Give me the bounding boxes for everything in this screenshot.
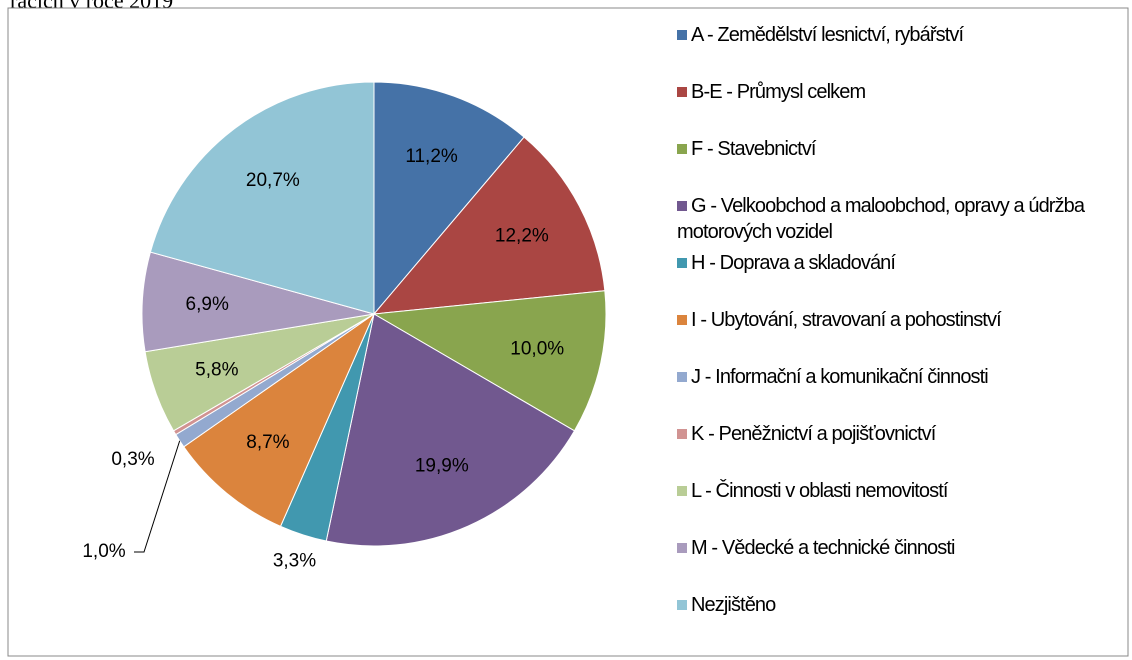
pie-slice (372, 136, 606, 315)
legend-label: M - Vědecké a technické činnosti (691, 537, 955, 559)
legend-swatch (677, 315, 687, 325)
legend-label: I - Ubytování, stravovaní a pohostinství (691, 309, 1002, 331)
pie-slice (183, 312, 376, 527)
data-label: 1,0% (82, 541, 125, 562)
legend-label: F - Stavebnictví (691, 138, 816, 160)
legend-label: J - Informační a komunikační činnosti (691, 366, 989, 388)
legend-item: F - Stavebnictví (677, 136, 1117, 162)
legend-item: J - Informační a komunikační činnosti (677, 364, 1117, 390)
leader-line (134, 440, 181, 553)
legend-swatch (677, 258, 687, 268)
pie-slice (373, 81, 525, 316)
data-label: 8,7% (246, 432, 289, 453)
data-label: 11,2% (405, 146, 458, 167)
legend-label: K - Peněžnictví a pojišťovnictví (691, 423, 936, 445)
legend-item: M - Vědecké a technické činnosti (677, 535, 1117, 561)
chart-title: racích v roce 2019 (10, 0, 174, 13)
data-label: 0,3% (111, 449, 154, 470)
legend-label: G - Velkoobchod a maloobchod, opravy a ú… (677, 195, 1085, 243)
pie-slice (372, 290, 607, 432)
legend-label: B-E - Průmysl celkem (691, 81, 866, 103)
legend-swatch (677, 486, 687, 496)
legend-item: B-E - Průmysl celkem (677, 79, 1117, 105)
legend-swatch (677, 429, 687, 439)
legend-item: G - Velkoobchod a maloobchod, opravy a ú… (677, 193, 1117, 245)
legend-swatch (677, 372, 687, 382)
pie-slice (325, 313, 576, 547)
legend-item: L - Činnosti v oblasti nemovitostí (677, 478, 1117, 504)
data-label: 10,0% (510, 338, 564, 359)
legend-label: L - Činnosti v oblasti nemovitostí (691, 480, 948, 502)
data-label: 12,2% (495, 225, 549, 246)
data-label: 6,9% (186, 294, 229, 315)
data-label: 5,8% (195, 360, 238, 381)
legend-swatch (677, 600, 687, 610)
pie-slice (149, 81, 375, 315)
data-label: 19,9% (415, 456, 469, 477)
legend-swatch (677, 543, 687, 553)
data-label: 20,7% (246, 170, 300, 191)
frame (7, 7, 1129, 657)
legend-item: H - Doprava a skladování (677, 250, 1117, 276)
legend-item: A - Zemědělství lesnictví, rybářství (677, 22, 1117, 48)
legend-item: K - Peněžnictví a pojišťovnictví (677, 421, 1117, 447)
data-label: 3,3% (273, 550, 316, 571)
legend-label: A - Zemědělství lesnictví, rybářství (691, 24, 964, 46)
legend-label: H - Doprava a skladování (691, 252, 896, 274)
legend-label: Nezjištěno (691, 594, 776, 616)
legend-item: Nezjištěno (677, 592, 1117, 618)
legend-swatch (677, 144, 687, 154)
legend-swatch (677, 201, 687, 211)
legend-swatch (677, 30, 687, 40)
legend-item: I - Ubytování, stravovaní a pohostinství (677, 307, 1117, 333)
legend-swatch (677, 87, 687, 97)
